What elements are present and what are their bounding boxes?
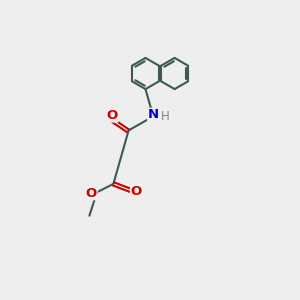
Text: N: N	[148, 108, 159, 122]
Text: H: H	[161, 110, 170, 124]
Text: O: O	[106, 109, 118, 122]
Text: O: O	[130, 184, 142, 198]
Text: O: O	[86, 187, 97, 200]
